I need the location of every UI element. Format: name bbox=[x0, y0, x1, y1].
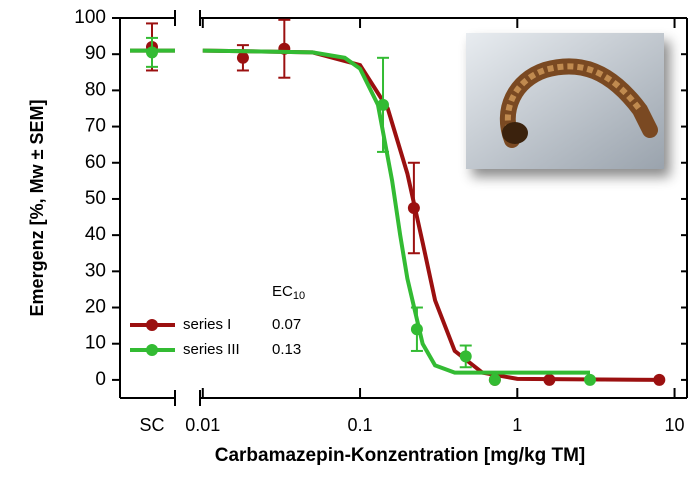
data-point bbox=[410, 323, 423, 336]
data-point bbox=[584, 373, 597, 386]
y-tick-label: 70 bbox=[85, 116, 106, 137]
y-tick-label: 90 bbox=[85, 43, 106, 64]
data-point bbox=[459, 350, 472, 363]
legend-dot bbox=[146, 319, 158, 331]
data-point bbox=[377, 98, 390, 111]
data-point bbox=[488, 373, 501, 386]
data-point bbox=[653, 373, 666, 386]
legend-dot bbox=[146, 344, 158, 356]
control-point bbox=[146, 46, 158, 59]
fit-curve bbox=[202, 48, 591, 375]
y-tick-label: 30 bbox=[85, 260, 106, 281]
x-axis-title: Carbamazepin-Konzentration [mg/kg TM] bbox=[215, 445, 586, 466]
legend-header: EC10 bbox=[272, 283, 305, 302]
control-label: SC bbox=[139, 415, 164, 435]
y-tick-label: 10 bbox=[85, 333, 106, 354]
data-point bbox=[407, 202, 420, 214]
x-tick-label: 0.01 bbox=[185, 415, 220, 435]
y-tick-label: 100 bbox=[74, 7, 106, 28]
y-tick-label: 0 bbox=[95, 369, 106, 390]
axis-frame bbox=[119, 10, 688, 406]
data-point bbox=[543, 373, 556, 386]
legend-header-main: EC bbox=[272, 283, 293, 300]
y-tick-label: 60 bbox=[85, 152, 106, 173]
y-tick-label: 80 bbox=[85, 79, 106, 100]
y-axis-title: Emergenz [%, Mw ± SEM] bbox=[27, 100, 47, 317]
x-tick-label: 10 bbox=[665, 415, 685, 435]
legend-label: series I bbox=[183, 316, 231, 333]
x-tick-label: 0.1 bbox=[348, 415, 373, 435]
legend-ec10: 0.13 bbox=[272, 341, 301, 358]
y-tick-label: 50 bbox=[85, 188, 106, 209]
data-point bbox=[236, 51, 249, 64]
y-tick-label: 40 bbox=[85, 224, 106, 245]
legend-label: series III bbox=[183, 341, 240, 358]
y-tick-label: 20 bbox=[85, 297, 106, 318]
larva-photo bbox=[466, 33, 664, 169]
x-tick-label: 1 bbox=[512, 415, 522, 435]
legend-header-sub: 10 bbox=[293, 290, 305, 302]
legend-ec10: 0.07 bbox=[272, 316, 301, 333]
